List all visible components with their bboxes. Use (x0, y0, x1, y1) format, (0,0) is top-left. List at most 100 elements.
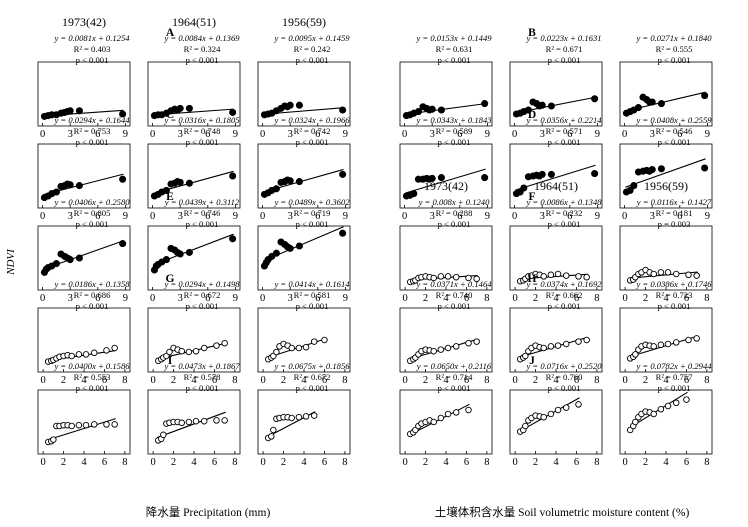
x-tick-label: 4 (191, 457, 197, 468)
x-tick-label: 4 (663, 293, 669, 304)
data-point (657, 100, 665, 108)
p-value: p < 0.001 (76, 137, 109, 147)
data-point (657, 341, 665, 349)
x-tick-label: 3 (650, 211, 655, 222)
plot-frame (37, 225, 131, 291)
x-tick-label: 6 (205, 211, 210, 222)
data-point (111, 421, 118, 428)
r-squared: R² = 0.748 (184, 126, 221, 136)
x-tick-label: 6 (457, 129, 462, 140)
r-squared: R² = 0.672 (184, 290, 221, 300)
plot-frame (619, 143, 713, 209)
data-point (634, 104, 642, 112)
data-point (540, 344, 547, 352)
data-point (685, 271, 692, 279)
x-tick-label: 8 (594, 293, 599, 304)
x-tick-label: 3 (540, 129, 545, 140)
data-point (310, 412, 318, 419)
x-tick-label: 0 (150, 211, 155, 222)
data-point (221, 417, 228, 424)
data-point (430, 347, 437, 355)
x-tick-label: 6 (322, 375, 327, 386)
p-value: p < 0.001 (186, 219, 219, 229)
data-point (437, 106, 445, 114)
r-squared: R² = 0.662 (546, 290, 583, 300)
x-tick-label: 9 (485, 211, 490, 222)
data-point (192, 347, 200, 355)
r-squared: R² = 0.746 (184, 208, 221, 218)
x-tick-label: 6 (95, 129, 100, 140)
plot-frame (147, 143, 241, 209)
plot-frame (619, 61, 713, 127)
data-point (52, 188, 60, 196)
regression-equation: y = 0.0650x + 0.2116 (416, 361, 492, 371)
data-point (221, 339, 228, 347)
x-tick-label: 9 (123, 293, 128, 304)
x-tick-label: 0 (260, 211, 265, 222)
data-point (162, 256, 170, 264)
data-point (672, 270, 680, 278)
x-tick-label: 3 (178, 129, 183, 140)
x-tick-label: 6 (315, 211, 320, 222)
data-point (192, 417, 200, 425)
data-point (185, 348, 193, 356)
data-point (410, 190, 418, 198)
p-value: p < 0.001 (658, 55, 691, 65)
trend-line (405, 168, 486, 194)
x-tick-label: 4 (443, 293, 449, 304)
plot-frame (257, 389, 351, 455)
x-tick-label: 0 (622, 457, 627, 468)
p-value: p < 0.001 (438, 137, 471, 147)
data-point (176, 104, 184, 112)
data-point (176, 178, 184, 186)
x-tick-label: 6 (102, 375, 107, 386)
regression-equation: y = 0.0386x + 0.1746 (635, 279, 712, 289)
r-squared: R² = 0.555 (656, 44, 693, 54)
regression-equation: y = 0.0095x + 0.1459 (273, 33, 350, 43)
x-tick-label: 4 (301, 457, 307, 468)
data-point (185, 179, 193, 187)
r-squared: R² = 0.324 (184, 44, 221, 54)
data-point (119, 240, 127, 248)
x-tick-label: 0 (512, 457, 517, 468)
x-tick-label: 6 (677, 211, 682, 222)
data-point (657, 405, 665, 413)
x-tick-label: 0 (150, 375, 155, 386)
p-value: p < 0.001 (438, 301, 471, 311)
data-point (82, 351, 90, 358)
data-point (481, 174, 489, 182)
r-squared: R² = 0.723 (656, 290, 693, 300)
regression-equation: y = 0.0408x + 0.2559 (635, 115, 712, 125)
regression-equation: y = 0.0324x + 0.1966 (273, 115, 350, 125)
p-value: p < 0.001 (296, 219, 329, 229)
x-axis-label-right: 土壤体积含水量 Soil volumetric moisture content… (435, 505, 690, 519)
x-tick-label: 4 (81, 457, 87, 468)
data-point (701, 92, 709, 100)
data-point (632, 351, 639, 358)
x-tick-label: 0 (40, 293, 45, 304)
data-point (103, 421, 110, 428)
x-tick-label: 4 (81, 375, 87, 386)
x-tick-label: 0 (512, 129, 517, 140)
panel-letter: F (528, 191, 535, 203)
data-point (119, 110, 127, 118)
data-point (90, 421, 98, 428)
x-tick-label: 2 (423, 457, 428, 468)
panel-letter: A (166, 27, 175, 39)
regression-equation: y = 0.0473x + 0.1867 (163, 361, 240, 371)
p-value: p = 0.003 (658, 219, 691, 229)
x-tick-label: 6 (322, 457, 327, 468)
regression-equation: y = 0.0374x + 0.1692 (525, 279, 602, 289)
x-tick-label: 6 (464, 457, 469, 468)
r-squared: R² = 0.242 (294, 44, 331, 54)
x-tick-label: 0 (260, 457, 265, 468)
data-point (547, 410, 555, 418)
